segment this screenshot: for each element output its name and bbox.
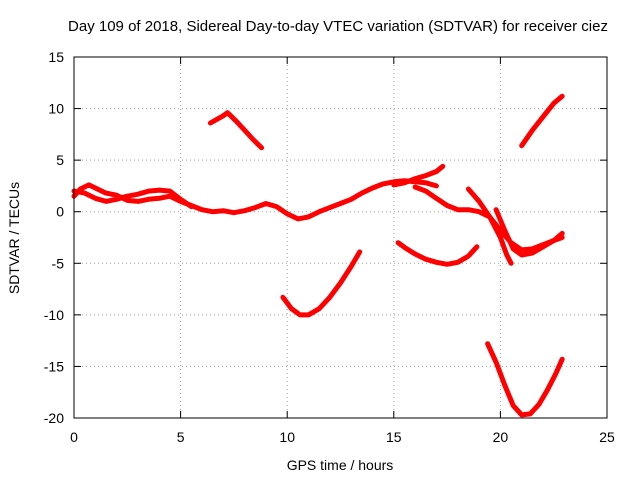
y-tick-label: 0 <box>56 204 64 220</box>
y-tick-label: -5 <box>52 255 65 271</box>
series-track-7 <box>207 110 265 151</box>
series-track-10 <box>485 341 565 418</box>
x-tick-label: 15 <box>386 429 402 445</box>
series-track-2 <box>71 187 194 210</box>
x-tick-label: 10 <box>279 429 295 445</box>
series-track-11 <box>519 93 565 149</box>
series-track-9 <box>395 240 480 267</box>
series-track-8 <box>280 249 363 318</box>
series-track-5 <box>465 186 514 266</box>
y-tick-label: -15 <box>44 358 64 374</box>
series-track-6 <box>493 207 565 258</box>
y-tick-label: 15 <box>48 49 64 65</box>
x-tick-label: 0 <box>70 429 78 445</box>
y-tick-label: 10 <box>48 101 64 117</box>
series-track-1 <box>71 178 439 222</box>
x-tick-label: 20 <box>493 429 509 445</box>
axis-ticks <box>73 56 608 419</box>
x-tick-label: 25 <box>599 429 615 445</box>
series-track-3 <box>391 163 446 188</box>
x-tick-labels: 0 5 10 15 20 25 <box>70 429 615 445</box>
x-tick-label: 5 <box>177 429 185 445</box>
x-axis-label: GPS time / hours <box>287 457 394 473</box>
y-axis-label: SDTVAR / TECUs <box>6 182 22 294</box>
y-tick-label: 5 <box>56 152 64 168</box>
grid-lines <box>74 57 607 418</box>
plot-frame <box>73 56 608 419</box>
chart-title: Day 109 of 2018, Sidereal Day-to-day VTE… <box>68 18 608 35</box>
y-tick-labels: -20 -15 -10 -5 0 5 10 15 <box>44 49 64 426</box>
y-tick-label: -10 <box>44 307 64 323</box>
y-tick-label: -20 <box>44 410 64 426</box>
data-series <box>71 93 565 418</box>
